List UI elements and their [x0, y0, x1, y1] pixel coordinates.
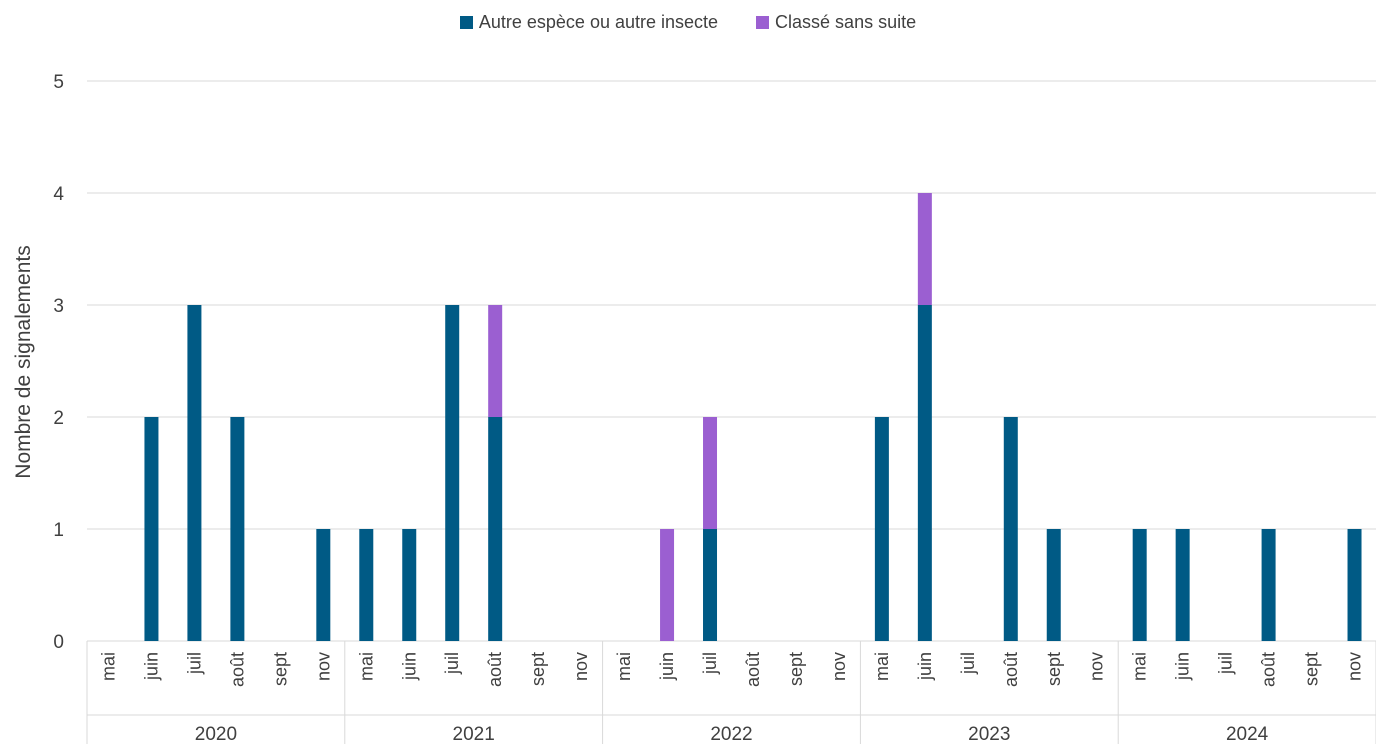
x-tick-label-month: sept [1302, 652, 1322, 686]
legend-item-classe-sans-suite[interactable]: Classé sans suite [756, 12, 916, 33]
bar-autre-espece[interactable] [874, 417, 889, 641]
x-tick-label-month: juil [700, 652, 720, 675]
bar-autre-espece[interactable] [917, 305, 932, 641]
x-tick-label-month: sept [270, 652, 290, 686]
y-tick-label: 2 [53, 408, 64, 429]
x-tick-label-month: sept [1044, 652, 1064, 686]
x-tick-label-month: sept [786, 652, 806, 686]
x-tick-label-month: mai [356, 652, 376, 681]
y-axis-label: Nombre de signalements [12, 245, 35, 478]
x-tick-label-month: août [743, 652, 763, 687]
y-tick-label: 5 [53, 72, 64, 93]
x-tick-label-month: juin [1173, 652, 1193, 681]
bars [144, 193, 1362, 641]
y-tick-label: 1 [53, 520, 64, 541]
x-tick-label-month: juil [1216, 652, 1236, 675]
x-group-label-year: 2024 [1226, 724, 1269, 744]
x-tick-label-month: mai [1130, 652, 1150, 681]
legend-item-autre-espece[interactable]: Autre espèce ou autre insecte [459, 12, 719, 33]
x-group-label-year: 2023 [968, 724, 1010, 744]
x-tick-label-month: juin [657, 652, 677, 681]
bar-classe-sans-suite[interactable] [660, 529, 675, 641]
bar-autre-espece[interactable] [316, 529, 331, 641]
bar-autre-espece[interactable] [488, 417, 503, 641]
bar-autre-espece[interactable] [144, 417, 159, 641]
y-axis-tick-labels: 0 1 2 3 4 5 [53, 72, 64, 653]
bar-classe-sans-suite[interactable] [917, 193, 932, 305]
bar-autre-espece[interactable] [359, 529, 374, 641]
y-tick-label: 3 [53, 296, 64, 317]
x-group-label-year: 2020 [195, 724, 237, 744]
x-tick-label-month: nov [1345, 652, 1365, 681]
x-axis: mai juin juil août sept nov mai juin juil août sep… [86, 641, 1376, 744]
x-tick-label-month: juil [958, 652, 978, 675]
x-tick-label-month: juin [399, 652, 419, 681]
bar-autre-espece[interactable] [1261, 529, 1276, 641]
x-tick-label-month: août [485, 652, 505, 687]
x-tick-label-month: juin [141, 652, 161, 681]
x-tick-label-month: août [1001, 652, 1021, 687]
gridlines [87, 80, 1376, 642]
bar-classe-sans-suite[interactable] [703, 417, 718, 529]
bar-classe-sans-suite[interactable] [488, 305, 503, 417]
x-tick-label-month: juin [915, 652, 935, 681]
y-tick-label: 4 [53, 184, 64, 205]
x-tick-label-month: août [1259, 652, 1279, 687]
legend-label-classe-sans-suite: Classé sans suite [775, 12, 917, 32]
bar-autre-espece[interactable] [402, 529, 417, 641]
x-group-label-year: 2021 [453, 724, 495, 744]
bar-autre-espece[interactable] [1347, 529, 1362, 641]
x-tick-label-month: juil [442, 652, 462, 675]
x-tick-label-month: sept [528, 652, 548, 686]
bar-autre-espece[interactable] [1046, 529, 1061, 641]
x-tick-label-month: mai [872, 652, 892, 681]
bar-autre-espece[interactable] [445, 305, 460, 641]
x-tick-label-month: nov [571, 652, 591, 681]
bar-autre-espece[interactable] [187, 305, 202, 641]
bar-autre-espece[interactable] [703, 529, 718, 641]
chart-legend: Autre espèce ou autre insecte Classé san… [0, 12, 1376, 33]
x-tick-label-month: nov [313, 652, 333, 681]
x-tick-label-month: nov [1087, 652, 1107, 681]
legend-label-autre-espece: Autre espèce ou autre insecte [478, 12, 719, 32]
x-tick-label-month: août [227, 652, 247, 687]
x-group-label-year: 2022 [710, 724, 752, 744]
legend-swatch-autre-espece [459, 16, 473, 29]
bar-autre-espece[interactable] [1003, 417, 1018, 641]
bar-autre-espece[interactable] [1132, 529, 1147, 641]
legend-swatch-classe-sans-suite [756, 16, 770, 29]
x-tick-label-month: mai [614, 652, 634, 681]
bar-autre-espece[interactable] [230, 417, 245, 641]
x-tick-label-month: mai [98, 652, 118, 681]
bar-autre-espece[interactable] [1175, 529, 1190, 641]
x-tick-label-month: nov [829, 652, 849, 681]
x-tick-label-month: juil [184, 652, 204, 675]
y-tick-label: 0 [53, 632, 64, 653]
